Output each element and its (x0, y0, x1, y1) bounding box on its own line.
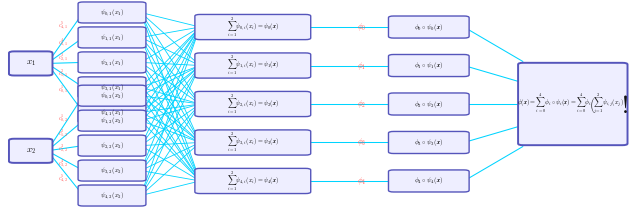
FancyBboxPatch shape (388, 170, 469, 192)
Text: $\psi_{0,1}(x_1)$: $\psi_{0,1}(x_1)$ (100, 7, 124, 18)
FancyBboxPatch shape (78, 102, 146, 123)
Text: $c^1_{0,1}$: $c^1_{0,1}$ (58, 84, 68, 96)
FancyBboxPatch shape (78, 52, 146, 73)
FancyBboxPatch shape (388, 16, 469, 38)
Text: $\phi_4$: $\phi_4$ (357, 175, 366, 187)
FancyBboxPatch shape (195, 92, 311, 116)
Text: $c^4_{3,1}$: $c^4_{3,1}$ (58, 37, 68, 49)
Text: $\phi_3$: $\phi_3$ (357, 136, 366, 149)
Text: $\psi_{4,1}(x_1)$: $\psi_{4,1}(x_1)$ (100, 107, 124, 118)
Text: $c^3_{2,1}$: $c^3_{2,1}$ (58, 52, 68, 64)
FancyBboxPatch shape (78, 27, 146, 48)
Text: $\psi_{2,1}(x_1)$: $\psi_{2,1}(x_1)$ (100, 57, 124, 68)
Text: $\psi_{0,2}(x_2)$: $\psi_{0,2}(x_2)$ (100, 90, 124, 101)
Text: $\psi_{4,2}(x_2)$: $\psi_{4,2}(x_2)$ (100, 190, 124, 201)
Text: $c^5_{4,2}$: $c^5_{4,2}$ (58, 173, 68, 185)
Text: $\phi(\boldsymbol{x})=\sum_{i=0}^{4}\phi_i\circ\psi_i(\boldsymbol{x})=\sum_{i=0}: $\phi(\boldsymbol{x})=\sum_{i=0}^{4}\phi… (517, 92, 628, 116)
FancyBboxPatch shape (388, 131, 469, 154)
Text: $c^3_{2,2}$: $c^3_{2,2}$ (58, 143, 68, 155)
FancyBboxPatch shape (195, 168, 311, 193)
Text: $\psi_{2,2}(x_2)$: $\psi_{2,2}(x_2)$ (100, 140, 124, 151)
Text: $\phi_2 \circ \psi_2(\boldsymbol{x})$: $\phi_2 \circ \psi_2(\boldsymbol{x})$ (414, 99, 444, 109)
Text: $\psi_{3,1}(x_1)$: $\psi_{3,1}(x_1)$ (100, 82, 124, 93)
FancyBboxPatch shape (388, 54, 469, 77)
Text: $\psi_{3,2}(x_2)$: $\psi_{3,2}(x_2)$ (100, 165, 124, 176)
Text: $c^2_{1,2}$: $c^2_{1,2}$ (58, 128, 68, 140)
FancyBboxPatch shape (78, 185, 146, 206)
FancyBboxPatch shape (78, 110, 146, 131)
FancyBboxPatch shape (195, 53, 311, 78)
Text: $\psi_{1,1}(x_1)$: $\psi_{1,1}(x_1)$ (100, 32, 124, 43)
Text: $\phi_1 \circ \psi_1(\boldsymbol{x})$: $\phi_1 \circ \psi_1(\boldsymbol{x})$ (414, 60, 444, 71)
Text: $\phi_3 \circ \psi_3(\boldsymbol{x})$: $\phi_3 \circ \psi_3(\boldsymbol{x})$ (414, 137, 444, 148)
Text: $\phi_0 \circ \psi_0(\boldsymbol{x})$: $\phi_0 \circ \psi_0(\boldsymbol{x})$ (414, 22, 444, 32)
FancyBboxPatch shape (195, 130, 311, 155)
Text: $\sum_{i=1}^{2}\psi_{4,i}(x_i)=\psi_4(\boldsymbol{x})$: $\sum_{i=1}^{2}\psi_{4,i}(x_i)=\psi_4(\b… (227, 169, 279, 193)
Text: $x_2$: $x_2$ (26, 146, 36, 156)
Text: $\sum_{i=1}^{2}\psi_{3,i}(x_i)=\psi_3(\boldsymbol{x})$: $\sum_{i=1}^{2}\psi_{3,i}(x_i)=\psi_3(\b… (227, 131, 279, 154)
Text: $\phi_0$: $\phi_0$ (357, 21, 366, 33)
Text: $c^2_{1,1}$: $c^2_{1,1}$ (58, 68, 68, 80)
Text: $c^1_{0,2}$: $c^1_{0,2}$ (58, 113, 68, 125)
FancyBboxPatch shape (78, 85, 146, 106)
FancyBboxPatch shape (9, 139, 52, 163)
Text: $\phi_4 \circ \psi_4(\boldsymbol{x})$: $\phi_4 \circ \psi_4(\boldsymbol{x})$ (414, 176, 444, 186)
FancyBboxPatch shape (78, 2, 146, 23)
Text: $\sum_{i=1}^{2}\psi_{0,i}(x_i)=\psi_0(\boldsymbol{x})$: $\sum_{i=1}^{2}\psi_{0,i}(x_i)=\psi_0(\b… (227, 15, 279, 39)
FancyBboxPatch shape (388, 93, 469, 115)
FancyBboxPatch shape (78, 135, 146, 156)
FancyBboxPatch shape (78, 160, 146, 181)
Text: $\phi_2$: $\phi_2$ (357, 98, 366, 110)
FancyBboxPatch shape (78, 77, 146, 98)
Text: $x_1$: $x_1$ (26, 59, 36, 68)
Text: $c^4_{3,2}$: $c^4_{3,2}$ (58, 158, 68, 170)
Text: $\phi_1$: $\phi_1$ (357, 59, 366, 72)
FancyBboxPatch shape (195, 14, 311, 40)
Text: $\sum_{i=1}^{2}\psi_{1,i}(x_i)=\psi_1(\boldsymbol{x})$: $\sum_{i=1}^{2}\psi_{1,i}(x_i)=\psi_1(\b… (227, 54, 279, 77)
FancyBboxPatch shape (518, 63, 627, 145)
Text: $c^5_{4,1}$: $c^5_{4,1}$ (58, 20, 68, 32)
Text: $\sum_{i=1}^{2}\psi_{2,i}(x_i)=\psi_2(\boldsymbol{x})$: $\sum_{i=1}^{2}\psi_{2,i}(x_i)=\psi_2(\b… (227, 92, 279, 116)
FancyBboxPatch shape (9, 51, 52, 76)
Text: $\psi_{1,2}(x_2)$: $\psi_{1,2}(x_2)$ (100, 115, 124, 126)
